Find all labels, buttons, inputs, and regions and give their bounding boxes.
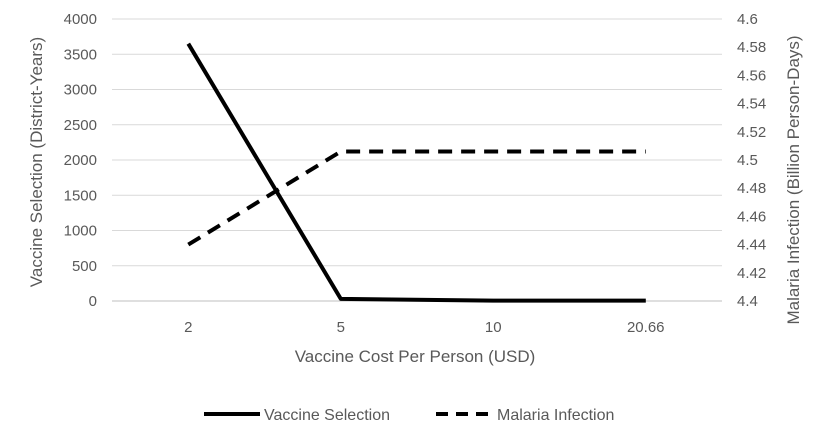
y2-tick-label: 4.54	[737, 96, 766, 113]
right-axis-ticks: 4.4 4.42 4.44 4.46 4.48 4.5 4.52 4.54 4.56 4.58 4.…	[737, 11, 766, 310]
x-axis-ticks: 2 5 10 20.66	[184, 319, 664, 336]
y-tick-label: 1500	[64, 187, 97, 204]
y-tick-label: 4000	[64, 11, 97, 28]
left-axis-ticks: 0 500 1000 1500 2000 2500 3000 3500 4000	[64, 11, 97, 310]
y2-tick-label: 4.58	[737, 39, 766, 56]
legend-label-vaccine-selection: Vaccine Selection	[264, 407, 390, 424]
gridlines	[112, 18, 722, 267]
y2-axis-title: Malaria Infection (Billion Person-Days)	[784, 35, 803, 324]
legend: Vaccine Selection Malaria Infection	[204, 407, 614, 424]
y2-tick-label: 4.4	[737, 293, 758, 310]
y-tick-label: 3500	[64, 46, 97, 63]
series-line-malaria-infection	[187, 149, 646, 247]
x-tick-label: 20.66	[627, 319, 665, 336]
x-tick-label: 5	[337, 319, 345, 336]
y2-tick-label: 4.48	[737, 180, 766, 197]
y2-tick-label: 4.56	[737, 67, 766, 84]
series-lines	[186, 42, 646, 303]
y-tick-label: 3000	[64, 82, 97, 99]
y-tick-label: 0	[89, 293, 97, 310]
y2-tick-label: 4.42	[737, 265, 766, 282]
x-tick-label: 2	[184, 319, 192, 336]
x-tick-label: 10	[485, 319, 502, 336]
y2-tick-label: 4.5	[737, 152, 758, 169]
y-axis-title: Vaccine Selection (District-Years)	[27, 37, 46, 287]
y2-tick-label: 4.46	[737, 208, 766, 225]
y-tick-label: 2000	[64, 152, 97, 169]
y-tick-label: 500	[72, 258, 97, 275]
series-line-vaccine-selection	[186, 42, 646, 303]
y-tick-label: 1000	[64, 223, 97, 240]
y2-tick-label: 4.52	[737, 124, 766, 141]
y2-tick-label: 4.44	[737, 237, 766, 254]
legend-label-malaria-infection: Malaria Infection	[497, 407, 614, 424]
x-axis-title: Vaccine Cost Per Person (USD)	[295, 347, 536, 366]
y2-tick-label: 4.6	[737, 11, 758, 28]
y-tick-label: 2500	[64, 117, 97, 134]
